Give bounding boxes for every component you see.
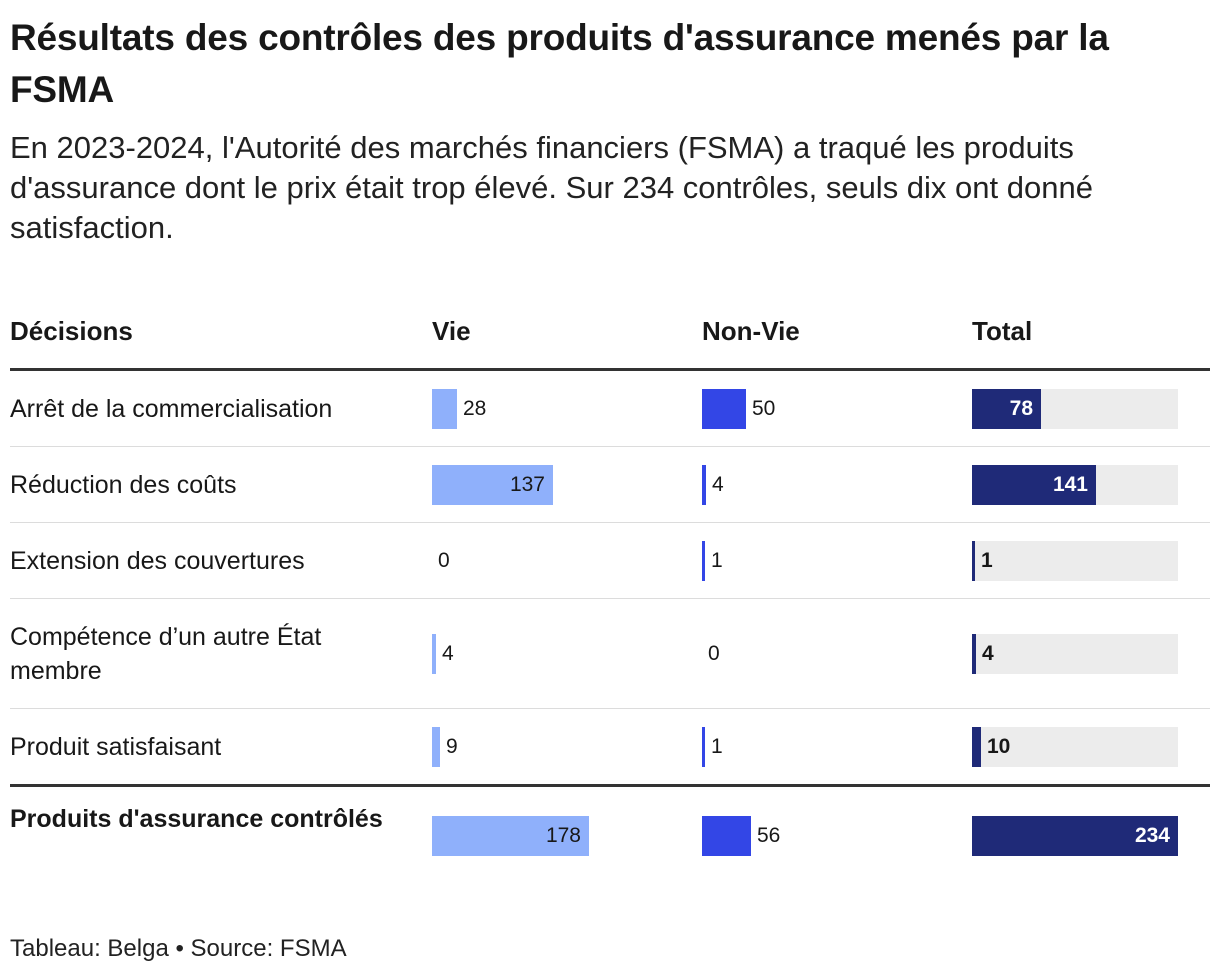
- value-label-total: 4: [982, 641, 994, 665]
- bar-group: 178: [432, 816, 662, 856]
- value-label-non-vie: 0: [708, 641, 720, 665]
- value-label-non-vie: 1: [711, 548, 723, 572]
- bar-vie: [432, 816, 589, 856]
- bar-track: [972, 633, 1178, 674]
- value-label-vie: 178: [545, 824, 581, 847]
- value-label-non-vie: 56: [757, 824, 781, 847]
- bar-group: 141: [972, 464, 1202, 505]
- chart-subtitle: En 2023-2024, l'Autorité des marchés fin…: [10, 130, 1093, 245]
- cell-vie: 28: [432, 371, 662, 446]
- bar-group: 50: [702, 388, 932, 429]
- bar-vie: [432, 388, 457, 429]
- bar-group: 1: [702, 726, 932, 767]
- column-header-non-vie: Non-Vie: [702, 316, 800, 346]
- row-label: Compétence d’un autre État membre: [10, 622, 322, 685]
- bar-group: 9: [432, 726, 662, 767]
- cell-total: 234: [972, 787, 1202, 897]
- cell-vie: 137: [432, 447, 662, 522]
- table-header: Décisions Vie Non-Vie Total: [10, 300, 1210, 371]
- value-label-vie: 28: [463, 396, 487, 420]
- table-row: Arrêt de la commercialisation 28 50 78: [10, 371, 1210, 447]
- cell-non-vie: 56: [702, 787, 932, 897]
- bar-group: 28: [432, 388, 662, 429]
- data-table: Décisions Vie Non-Vie Total Arrêt de la …: [10, 300, 1210, 897]
- bar-group: 0: [702, 634, 932, 674]
- cell-total: 4: [972, 599, 1202, 708]
- cell-non-vie: 0: [702, 599, 932, 708]
- cell-vie: 0: [432, 523, 662, 598]
- cell-non-vie: 1: [702, 709, 932, 784]
- value-label-total: 234: [1134, 824, 1170, 847]
- row-label: Arrêt de la commercialisation: [10, 394, 333, 423]
- cell-total: 78: [972, 371, 1202, 446]
- bar-total: [972, 726, 981, 767]
- row-label: Produits d'assurance contrôlés: [10, 805, 383, 833]
- bar-non-vie: [702, 726, 705, 767]
- value-label-vie: 0: [438, 548, 450, 572]
- bar-group: 1: [702, 540, 932, 581]
- value-label-total: 141: [1052, 472, 1088, 496]
- bar-group: 56: [702, 816, 932, 856]
- table-row: Réduction des coûts 137 4 141: [10, 447, 1210, 523]
- bar-vie: [432, 633, 436, 674]
- table-row: Produit satisfaisant 9 1 10: [10, 709, 1210, 787]
- table-row: Compétence d’un autre État membre 4 0 4: [10, 599, 1210, 709]
- bar-group: 4: [432, 633, 662, 674]
- cell-non-vie: 4: [702, 447, 932, 522]
- cell-total: 10: [972, 709, 1202, 784]
- cell-vie: 178: [432, 787, 662, 897]
- value-label-non-vie: 4: [712, 472, 724, 496]
- column-header-total: Total: [972, 316, 1033, 346]
- bar-total: [972, 388, 1041, 429]
- bar-total: [972, 464, 1096, 505]
- bar-vie: [432, 726, 440, 767]
- cell-non-vie: 50: [702, 371, 932, 446]
- row-label: Réduction des coûts: [10, 470, 237, 499]
- column-header-decisions: Décisions: [10, 316, 133, 346]
- value-label-vie: 137: [509, 472, 545, 496]
- table-total-row: Produits d'assurance contrôlés 178 56 234: [10, 787, 1210, 897]
- value-label-total: 10: [987, 734, 1011, 758]
- bar-track: [972, 726, 1178, 767]
- bar-total: [972, 633, 976, 674]
- bar-total: [972, 540, 975, 581]
- cell-vie: 9: [432, 709, 662, 784]
- row-label: Produit satisfaisant: [10, 732, 222, 761]
- column-header-vie: Vie: [432, 316, 471, 346]
- bar-group: 0: [432, 541, 662, 581]
- bar-vie: [432, 464, 553, 505]
- source-footer: Tableau: Belga • Source: FSMA: [10, 935, 347, 962]
- row-label: Extension des couvertures: [10, 546, 305, 575]
- value-label-total: 1: [981, 548, 993, 572]
- value-label-total: 78: [1009, 396, 1033, 420]
- cell-total: 141: [972, 447, 1202, 522]
- bar-total: [972, 816, 1178, 856]
- cell-total: 1: [972, 523, 1202, 598]
- bar-group: 10: [972, 726, 1202, 767]
- value-label-non-vie: 50: [752, 396, 776, 420]
- bar-non-vie: [702, 464, 706, 505]
- value-label-vie: 4: [442, 641, 454, 665]
- value-label-vie: 9: [446, 734, 458, 758]
- bar-track: [972, 540, 1178, 581]
- bar-group: 1: [972, 540, 1202, 581]
- bar-non-vie: [702, 816, 751, 856]
- value-label-non-vie: 1: [711, 734, 723, 758]
- bar-group: 137: [432, 464, 662, 505]
- chart-title: Résultats des contrôles des produits d'a…: [10, 17, 1109, 110]
- bar-group: 4: [702, 464, 932, 505]
- bar-non-vie: [702, 540, 705, 581]
- bar-group: 4: [972, 633, 1202, 674]
- table-row: Extension des couvertures 0 1 1: [10, 523, 1210, 599]
- bar-group: 234: [972, 816, 1202, 856]
- cell-vie: 4: [432, 599, 662, 708]
- table-body: Arrêt de la commercialisation 28 50 78 Réduc…: [10, 371, 1210, 897]
- bar-non-vie: [702, 388, 746, 429]
- cell-non-vie: 1: [702, 523, 932, 598]
- bar-group: 78: [972, 388, 1202, 429]
